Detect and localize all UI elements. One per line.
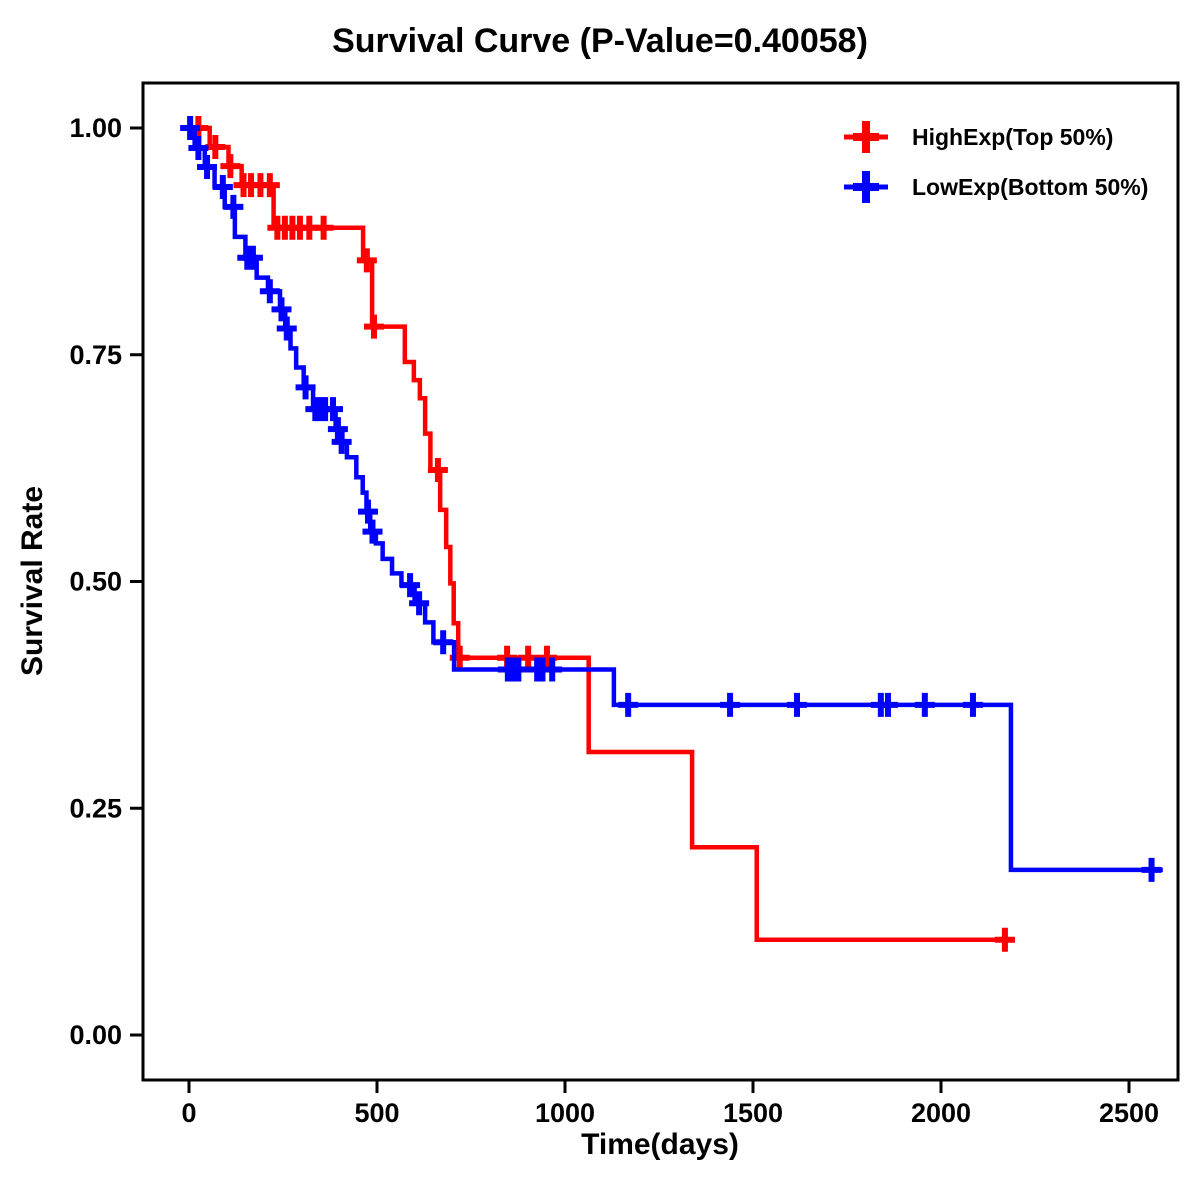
censor-mark	[276, 316, 297, 341]
censor-mark	[220, 154, 241, 179]
censor-mark	[271, 297, 292, 322]
legend-item-lowexp: LowExp(Bottom 50%)	[838, 162, 1148, 212]
censor-mark	[618, 692, 639, 717]
legend-label-highexp: HighExp(Top 50%)	[912, 123, 1114, 150]
x-tick-label: 500	[354, 1098, 399, 1128]
censor-mark	[197, 155, 218, 180]
legend-item-highexp: HighExp(Top 50%)	[838, 112, 1148, 162]
x-tick-label: 0	[181, 1098, 196, 1128]
censor-mark	[242, 245, 263, 270]
censor-mark	[323, 397, 344, 422]
censor-mark	[508, 657, 529, 682]
censor-mark	[877, 692, 898, 717]
censor-mark	[356, 248, 377, 273]
censor-mark	[259, 279, 280, 304]
highexp-curve	[189, 125, 1009, 943]
censor-mark	[223, 194, 244, 219]
censor-mark	[205, 135, 226, 160]
censor-mark	[188, 135, 209, 160]
censor-mark	[427, 457, 448, 482]
x-axis-title: Time(days)	[581, 1128, 739, 1161]
censor-mark	[327, 417, 348, 442]
x-tick-label: 1000	[535, 1098, 595, 1128]
y-tick-label: 0.25	[69, 793, 122, 823]
censor-mark	[331, 429, 352, 454]
censor-mark	[180, 116, 201, 140]
y-tick-label: 1.00	[69, 113, 122, 143]
lowexp-censors	[180, 116, 1162, 882]
censor-mark	[1141, 857, 1162, 882]
censor-mark	[994, 927, 1015, 952]
censor-mark	[962, 692, 983, 717]
censor-mark	[259, 173, 280, 198]
censor-mark	[720, 692, 741, 717]
censor-mark	[433, 630, 454, 655]
x-tick-label: 2000	[911, 1098, 971, 1128]
legend-label-lowexp: LowExp(Bottom 50%)	[912, 173, 1149, 200]
lowexp-curve	[189, 125, 1163, 873]
highexp-censors	[188, 116, 1015, 952]
y-tick-label: 0.50	[69, 567, 122, 597]
x-tick-label: 1500	[723, 1098, 783, 1128]
censor-mark	[362, 519, 383, 544]
censor-mark	[212, 174, 233, 199]
censor-mark	[313, 215, 334, 240]
censor-mark	[400, 573, 421, 598]
censor-mark	[786, 692, 807, 717]
y-tick-label: 0.00	[69, 1020, 122, 1050]
x-tick-label: 2500	[1099, 1098, 1159, 1128]
chart-title: Survival Curve (P-Value=0.40058)	[332, 22, 868, 60]
censor-mark	[295, 375, 316, 400]
censor-mark	[914, 692, 935, 717]
legend-marker-low-icon	[844, 171, 888, 203]
censor-mark	[409, 591, 430, 616]
legend-marker-high-icon	[844, 121, 888, 153]
censor-mark	[357, 499, 378, 524]
censor-mark	[363, 314, 384, 339]
censor-mark	[542, 657, 563, 682]
y-tick-label: 0.75	[69, 340, 122, 370]
legend: HighExp(Top 50%) LowExp(Bottom 50%)	[838, 112, 1148, 212]
